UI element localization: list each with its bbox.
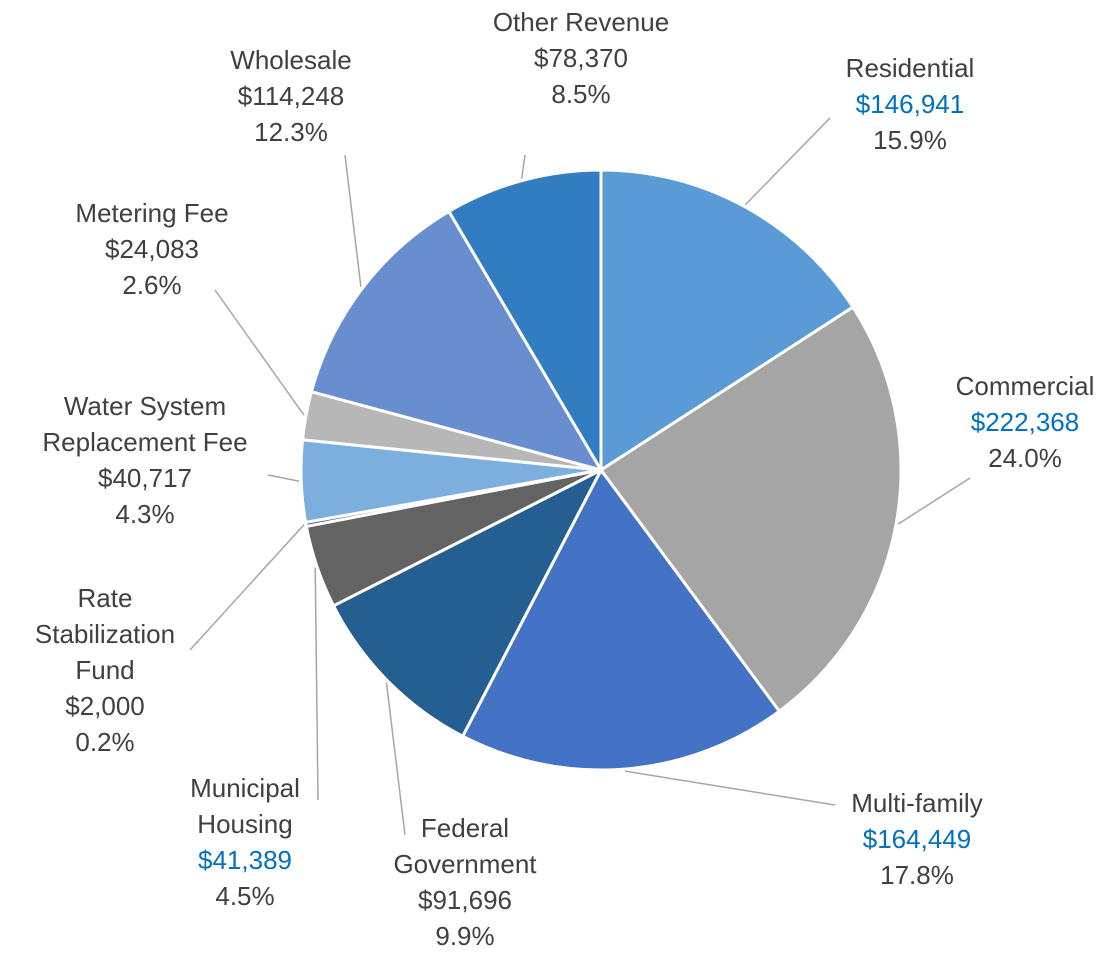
leader-line — [624, 770, 836, 806]
leader-line — [267, 474, 300, 482]
value-label: $114,248 — [237, 81, 345, 111]
percent-label: 9.9% — [435, 921, 495, 951]
category-name: Water System Replacement Fee — [42, 391, 248, 457]
category-name: Multi-family — [851, 788, 983, 818]
pie-slice — [599, 168, 855, 473]
percent-label: 4.3% — [115, 499, 175, 529]
value-label: $222,368 — [970, 407, 1080, 437]
data-label: Residential $146,941 15.9% — [800, 50, 1020, 158]
leader-line — [344, 154, 362, 287]
pie-slice — [598, 305, 903, 714]
data-label: Rate Stabilization Fund $2,000 0.2% — [5, 580, 205, 760]
percent-label: 2.6% — [122, 270, 182, 300]
value-label: $2,000 — [65, 691, 145, 721]
percent-label: 24.0% — [988, 443, 1062, 473]
leader-line — [744, 117, 831, 206]
percent-label: 15.9% — [873, 125, 947, 155]
value-label: $164,449 — [862, 824, 972, 854]
pie-slice — [460, 467, 782, 772]
data-label: Other Revenue $78,370 8.5% — [461, 4, 701, 112]
leader-line — [520, 154, 526, 179]
percent-label: 8.5% — [551, 79, 611, 109]
pie-slice — [331, 466, 605, 739]
leader-line — [214, 289, 305, 416]
category-name: Wholesale — [230, 45, 352, 75]
category-name: Municipal Housing — [190, 773, 300, 839]
value-label: $146,941 — [855, 89, 965, 119]
category-name: Metering Fee — [75, 198, 229, 228]
percent-label: 12.3% — [254, 117, 328, 147]
category-name: Rate Stabilization Fund — [34, 583, 176, 685]
data-label: Metering Fee $24,083 2.6% — [52, 195, 252, 303]
data-label: Municipal Housing $41,389 4.5% — [170, 770, 320, 914]
value-label: $41,389 — [198, 845, 292, 875]
value-label: $40,717 — [98, 463, 192, 493]
category-name: Commercial — [955, 371, 1095, 401]
data-label: Wholesale $114,248 12.3% — [191, 42, 391, 150]
category-name: Other Revenue — [492, 7, 670, 37]
category-name: Federal Government — [393, 813, 537, 879]
percent-label: 0.2% — [75, 727, 135, 757]
data-label: Multi-family $164,449 17.8% — [817, 785, 1017, 893]
data-label: Water System Replacement Fee $40,717 4.3% — [0, 388, 290, 532]
data-label: Federal Government $91,696 9.9% — [365, 810, 565, 954]
value-label: $91,696 — [418, 885, 512, 915]
leader-line — [385, 682, 406, 836]
leader-line — [189, 524, 305, 651]
data-label: Commercial $222,368 24.0% — [940, 368, 1110, 476]
value-label: $78,370 — [534, 43, 628, 73]
pie-slice — [446, 168, 603, 476]
value-label: $24,083 — [105, 234, 199, 264]
leader-line — [897, 477, 971, 525]
percent-label: 4.5% — [215, 881, 275, 911]
percent-label: 17.8% — [880, 860, 954, 890]
category-name: Residential — [845, 53, 975, 83]
leader-line — [314, 567, 319, 801]
pie-slice — [309, 209, 605, 473]
